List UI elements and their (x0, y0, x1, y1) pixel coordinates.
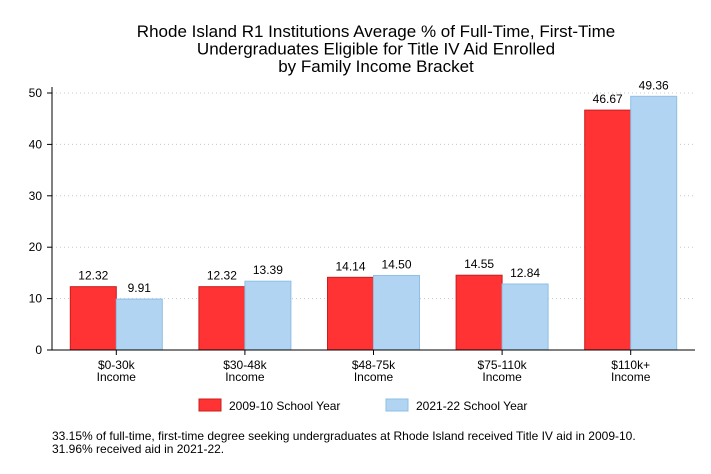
data-label: 12.32 (78, 269, 108, 283)
bar (501, 283, 549, 351)
x-tick-label: $110k+ (611, 358, 650, 372)
footnote: 33.15% of full-time, first-time degree s… (52, 429, 636, 456)
y-tick-label: 20 (29, 240, 43, 254)
data-label: 13.39 (253, 263, 283, 277)
x-tick-label: Income (482, 370, 522, 384)
legend-swatch (198, 398, 222, 412)
x-tick-label: $30-48k (223, 358, 267, 372)
x-tick-label: Income (225, 370, 265, 384)
bar (630, 95, 678, 351)
data-label: 14.14 (335, 259, 365, 273)
y-tick-label: 0 (35, 343, 42, 357)
x-tick-label: Income (97, 370, 137, 384)
legend-label: 2021-22 School Year (416, 399, 527, 413)
y-tick-label: 10 (29, 292, 43, 306)
y-tick-label: 30 (29, 189, 43, 203)
x-tick-label: Income (354, 370, 394, 384)
x-tick-label: $75-110k (478, 358, 528, 372)
y-tick-label: 40 (29, 137, 43, 151)
legend-swatch (385, 398, 409, 412)
chart-title: Rhode Island R1 Institutions Average % o… (137, 22, 615, 76)
data-label: 9.91 (128, 281, 152, 295)
chart-title-line: Rhode Island R1 Institutions Average % o… (137, 22, 615, 41)
bar (327, 276, 374, 351)
data-label: 12.32 (207, 269, 237, 283)
bar (69, 286, 117, 351)
data-label: 46.67 (593, 92, 623, 106)
x-axis: $0-30kIncome$30-48kIncome$48-75kIncome$7… (52, 349, 695, 384)
data-label: 14.50 (381, 257, 411, 271)
bar (455, 274, 503, 351)
chart-title-line: by Family Income Bracket (278, 57, 474, 76)
legend-label: 2009-10 School Year (229, 399, 340, 413)
bar (244, 280, 292, 351)
bar (115, 298, 163, 351)
data-label: 14.55 (464, 257, 494, 271)
x-tick-label: $48-75k (352, 358, 396, 372)
data-label: 49.36 (639, 78, 669, 92)
legend: 2009-10 School Year 2021-22 School Year (198, 398, 527, 413)
y-tick-label: 50 (29, 86, 43, 100)
bar (198, 286, 246, 351)
x-tick-label: Income (611, 370, 651, 384)
data-label: 12.84 (510, 266, 540, 280)
y-axis: 0 10 20 30 40 50 (29, 86, 53, 357)
bar (373, 274, 420, 351)
bars: 12.32 9.91 12.32 13.39 14.14 14.50 14.55 12.84 4… (69, 78, 678, 351)
bar (584, 109, 632, 351)
x-tick-label: $0-30k (98, 358, 136, 372)
chart-title-line: Undergraduates Eligible for Title IV Aid… (197, 40, 555, 59)
